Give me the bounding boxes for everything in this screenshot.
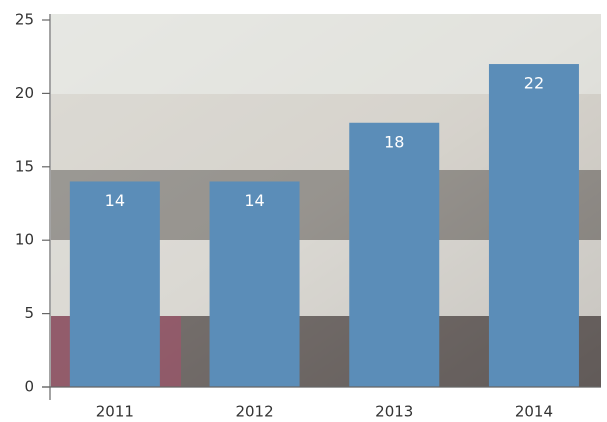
data-label: 14	[244, 191, 264, 210]
bar	[488, 64, 579, 387]
y-tick-label: 15	[15, 157, 34, 175]
y-tick-label: 10	[15, 231, 34, 249]
y-tick-label: 25	[15, 11, 34, 29]
y-tick-label: 0	[24, 378, 34, 396]
bar	[209, 181, 300, 387]
x-tick-label: 2013	[375, 403, 413, 421]
y-tick-label: 5	[24, 304, 34, 322]
data-label: 14	[105, 191, 125, 210]
x-tick-label: 2014	[515, 403, 553, 421]
bar	[349, 122, 440, 387]
x-tick-label: 2011	[96, 403, 134, 421]
y-tick-label: 20	[15, 84, 34, 102]
x-tick-label: 2012	[235, 403, 273, 421]
bar	[69, 181, 160, 387]
data-label: 22	[524, 74, 544, 93]
data-label: 18	[384, 132, 404, 151]
